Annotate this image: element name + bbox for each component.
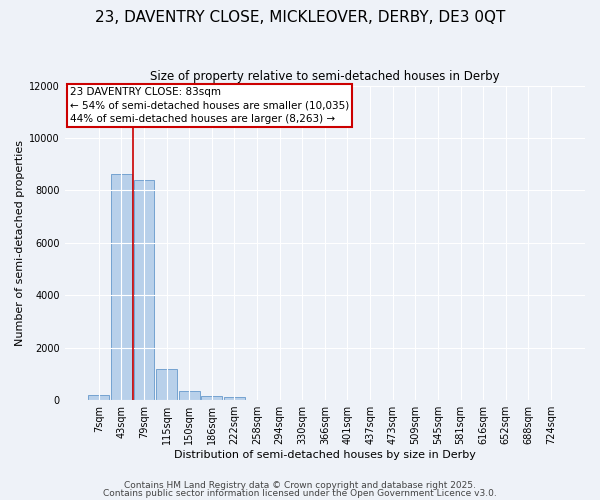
Bar [202,396,222,400]
Y-axis label: Number of semi-detached properties: Number of semi-detached properties [15,140,25,346]
Bar [224,398,245,400]
Text: Contains public sector information licensed under the Open Government Licence v3: Contains public sector information licen… [103,489,497,498]
Bar [179,391,200,400]
Title: Size of property relative to semi-detached houses in Derby: Size of property relative to semi-detach… [150,70,500,83]
X-axis label: Distribution of semi-detached houses by size in Derby: Distribution of semi-detached houses by … [174,450,476,460]
Bar [111,174,132,400]
Text: 23, DAVENTRY CLOSE, MICKLEOVER, DERBY, DE3 0QT: 23, DAVENTRY CLOSE, MICKLEOVER, DERBY, D… [95,10,505,25]
Bar [88,395,109,400]
Bar [134,180,154,400]
Text: Contains HM Land Registry data © Crown copyright and database right 2025.: Contains HM Land Registry data © Crown c… [124,480,476,490]
Bar [156,368,177,400]
Text: 23 DAVENTRY CLOSE: 83sqm
← 54% of semi-detached houses are smaller (10,035)
44% : 23 DAVENTRY CLOSE: 83sqm ← 54% of semi-d… [70,87,349,124]
